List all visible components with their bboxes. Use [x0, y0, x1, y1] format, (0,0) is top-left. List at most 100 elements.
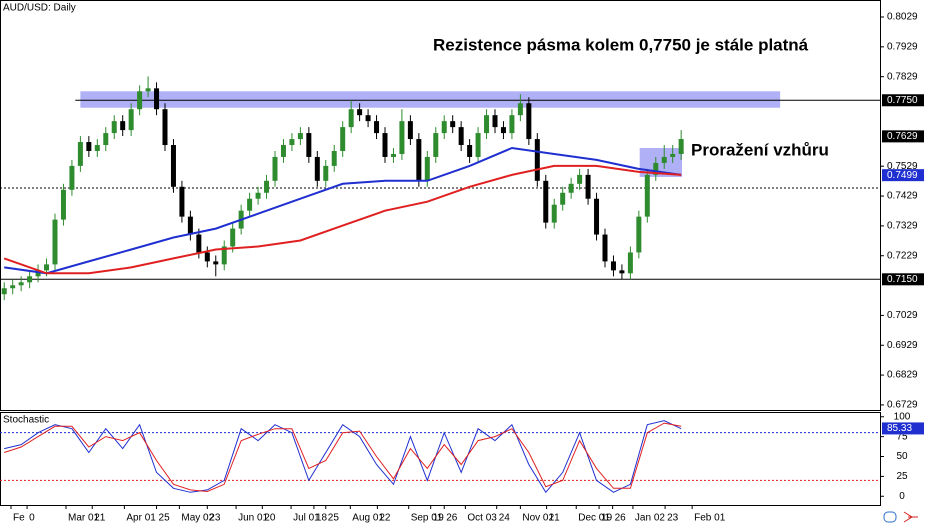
candle-body: [416, 139, 422, 181]
candle-body: [44, 264, 50, 271]
candle-body: [137, 91, 143, 110]
candle-body: [230, 228, 236, 247]
y-tick-label: 0.7829: [887, 71, 918, 82]
x-tick-label: 19: [433, 513, 445, 524]
candle-body: [509, 115, 515, 134]
candle-body: [678, 139, 684, 154]
candle-body: [280, 145, 286, 157]
x-tick-label: 22: [379, 513, 391, 524]
x-tick-label: 23: [667, 513, 679, 524]
candle-body: [399, 121, 405, 154]
title-box: [1, 1, 67, 13]
candle-body: [551, 204, 557, 223]
candle-body: [111, 121, 117, 134]
x-tick-label: 25: [328, 513, 340, 524]
candle-body: [196, 234, 202, 253]
annotation: Proražení vzhůru: [691, 140, 829, 159]
candle-body: [382, 133, 388, 157]
candle-body: [653, 162, 659, 175]
y-tick-label: 75: [896, 431, 908, 442]
stochastic-line: [4, 420, 682, 494]
y-tick-label: 0.7029: [887, 310, 918, 321]
y-tick-label: 0.7229: [887, 250, 918, 261]
x-tick-label: 20: [264, 513, 276, 524]
price-label: 0.7629: [887, 131, 918, 142]
candle-body: [272, 156, 278, 181]
x-tick-label: Jan 02: [635, 513, 665, 524]
candle-body: [10, 285, 16, 289]
candle-body: [306, 133, 312, 157]
candle-body: [204, 252, 210, 262]
candle-body: [526, 103, 532, 140]
candle-body: [467, 145, 473, 157]
candle-body: [517, 103, 523, 116]
value-label: 85.33: [887, 423, 912, 434]
candle-body: [357, 109, 363, 116]
y-tick-label: 0.7929: [887, 41, 918, 52]
x-tick-label: Fe: [13, 513, 25, 524]
y-tick-label: 0.6729: [887, 400, 918, 411]
candle-body: [162, 109, 168, 146]
icon[interactable]: [903, 511, 918, 523]
price-label: 0.7750: [887, 95, 918, 106]
x-tick-label: 21: [549, 513, 561, 524]
candle-body: [1, 288, 7, 295]
candle-body: [69, 165, 75, 190]
candle-body: [670, 153, 676, 157]
candle-body: [475, 133, 481, 157]
y-tick-label: 0.6929: [887, 340, 918, 351]
candle-body: [323, 165, 329, 181]
x-tick-label: 18: [316, 513, 328, 524]
candle-body: [644, 174, 650, 217]
price-label: 0.7150: [887, 274, 918, 285]
candle-body: [610, 261, 616, 271]
stochastic-title: Stochastic: [3, 415, 49, 426]
x-tick-label: Apr 01: [126, 513, 156, 524]
candle-body: [560, 192, 566, 205]
candle-body: [297, 133, 303, 140]
candle-body: [390, 153, 396, 157]
candle-body: [627, 252, 633, 274]
candle-body: [585, 174, 591, 199]
candle-body: [154, 88, 160, 110]
x-tick-label: Dec 01: [578, 513, 610, 524]
candle-body: [534, 139, 540, 181]
candle-body: [441, 121, 447, 134]
x-tick-label: Jul 01: [293, 513, 320, 524]
x-tick-label: Feb 01: [694, 513, 726, 524]
price-label-box: [882, 130, 924, 143]
price-label: 0.7499: [887, 170, 918, 181]
candle-body: [120, 121, 126, 131]
value-box: [882, 422, 924, 435]
candle-body: [247, 198, 253, 211]
candle-body: [18, 282, 24, 286]
y-tick-label: 0.6829: [887, 370, 918, 381]
y-tick-label: 0.8029: [887, 12, 918, 23]
candle-body: [221, 246, 227, 265]
candle-body: [543, 180, 549, 223]
candle-body: [35, 270, 41, 277]
x-tick-label: 26: [615, 513, 627, 524]
candle-body: [103, 133, 109, 146]
chart-title: AUD/USD: Daily: [3, 3, 76, 14]
stochastic-pane: [0, 412, 881, 506]
candle-body: [636, 216, 642, 253]
candle-body: [602, 234, 608, 262]
x-tick-label: 26: [446, 513, 458, 524]
price-label-box: [882, 94, 924, 107]
candle-body: [86, 142, 92, 151]
candle-body: [289, 139, 295, 146]
y-tick-label: 50: [896, 451, 908, 462]
candle-body: [128, 109, 134, 131]
annotation: Rezistence pásma kolem 0,7750 je stále p…: [433, 35, 809, 54]
candle-body: [340, 127, 346, 151]
candle-body: [264, 180, 270, 193]
candle-body: [484, 115, 490, 134]
candle-body: [594, 198, 600, 235]
candle-body: [424, 156, 430, 181]
icon[interactable]: [883, 511, 897, 523]
stochastic-line: [4, 422, 682, 493]
x-tick-label: 24: [499, 513, 511, 524]
